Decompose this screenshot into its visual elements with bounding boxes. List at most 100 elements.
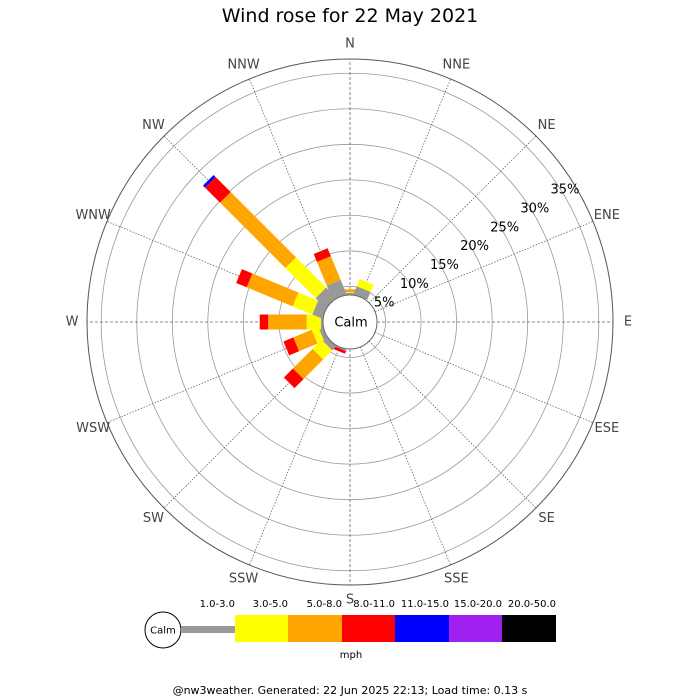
legend-swatch [502, 615, 556, 642]
bar-group [342, 292, 358, 293]
legend-swatch [342, 615, 395, 642]
bar-group [283, 337, 300, 356]
legend-bin-label: 1.0-3.0 [200, 599, 235, 610]
spoke-line [368, 340, 537, 509]
direction-label: ENE [594, 208, 620, 223]
chart-title: Wind rose for 22 May 2021 [221, 5, 479, 27]
wind-bar-segment [356, 279, 374, 293]
direction-label: SE [538, 511, 554, 526]
direction-label: SW [143, 511, 164, 526]
radial-tick-label: 35% [551, 183, 580, 198]
wind-bar-segment [285, 257, 327, 299]
legend-calm-label: Calm [150, 626, 176, 637]
wind-bar-segment [342, 292, 358, 293]
bar-group [220, 192, 296, 268]
legend-bin-label: 5.0-8.0 [307, 599, 342, 610]
legend-swatch [235, 615, 288, 642]
bar-group [292, 292, 319, 315]
bar-group [204, 176, 231, 203]
direction-label: WSW [76, 421, 110, 436]
direction-label: E [624, 315, 632, 330]
radial-tick-label: 20% [460, 239, 489, 254]
spoke-line [359, 78, 452, 298]
direction-label: NE [538, 118, 556, 133]
bar-group [342, 292, 358, 295]
radial-tick-label: 25% [490, 220, 519, 235]
bar-group [356, 279, 374, 293]
legend-bin-label: 3.0-5.0 [253, 599, 288, 610]
legend-swatch [288, 615, 342, 642]
wind-bar-segment [259, 314, 269, 330]
wind-bar-segment [313, 248, 331, 262]
wind-bar-segment [332, 344, 347, 352]
wind-bar-segment [342, 289, 358, 293]
spoke-line [368, 135, 537, 304]
legend-bin-label: 20.0-50.0 [508, 599, 556, 610]
grid-ring [242, 214, 458, 430]
direction-label: WNW [75, 208, 111, 223]
direction-label: S [346, 593, 354, 608]
wind-bar-segment [283, 368, 304, 389]
wind-bar-segment [306, 314, 321, 330]
wind-bar-segment [326, 279, 347, 300]
spoke-line [359, 346, 452, 566]
bar-group [311, 327, 324, 344]
bar-group [316, 256, 341, 286]
radial-tick-label: 10% [400, 277, 429, 292]
bar-group [342, 289, 358, 293]
direction-label: ESE [594, 421, 619, 436]
legend-bin-label: 15.0-20.0 [454, 599, 502, 610]
bar-group [313, 248, 331, 262]
wind-bar-segment [311, 327, 324, 344]
bar-group [292, 348, 324, 380]
legend-swatch [395, 615, 449, 642]
bar-group [312, 339, 333, 360]
legend-bin-label: 11.0-15.0 [401, 599, 449, 610]
bar-group [259, 314, 269, 330]
calm-label: Calm [334, 316, 367, 331]
direction-label: NW [142, 118, 165, 133]
wind-bar-segment [283, 337, 300, 356]
wind-bar-segment [268, 314, 307, 330]
wind-bar-segment [246, 273, 299, 307]
direction-label: W [66, 315, 79, 330]
radial-tick-label: 30% [520, 201, 549, 216]
bar-group [246, 273, 299, 307]
spoke-line [374, 220, 594, 313]
spoke-line [374, 331, 594, 424]
bar-group [353, 286, 371, 300]
bar-group [285, 257, 327, 299]
bar-group [236, 269, 253, 288]
wind-bar-segment [292, 348, 324, 380]
wind-bar-segment [342, 292, 358, 295]
spoke-line [248, 346, 341, 566]
calm-circle [322, 294, 378, 350]
radial-tick-label: 15% [430, 258, 459, 273]
bar-group [332, 344, 347, 352]
wind-bar-segment [292, 292, 319, 315]
bar-group [306, 314, 321, 330]
legend-swatch [181, 626, 235, 633]
bar-group [202, 174, 216, 188]
radial-tick-label: 5% [374, 296, 395, 311]
wind-bar-segment [293, 329, 318, 352]
footer-text: @nw3weather. Generated: 22 Jun 2025 22:1… [172, 684, 528, 697]
legend-bin-label: 8.0-11.0 [353, 599, 395, 610]
direction-label: NNW [227, 58, 259, 73]
bar-group [283, 368, 304, 389]
wind-bar-segment [316, 256, 341, 286]
direction-label: N [345, 37, 355, 52]
direction-label: NNE [443, 58, 471, 73]
wind-bar-segment [353, 286, 371, 300]
legend-swatch [449, 615, 502, 642]
wind-bar-segment [312, 339, 333, 360]
legend-unit-label: mph [340, 650, 362, 661]
bar-group [293, 329, 318, 352]
wind-bar-segment [236, 269, 253, 288]
direction-label: SSW [229, 571, 259, 586]
bar-group [326, 279, 347, 300]
wind-bar-segment [220, 192, 296, 268]
wind-bar-segment [204, 176, 231, 203]
wind-bar-segment [202, 174, 216, 188]
